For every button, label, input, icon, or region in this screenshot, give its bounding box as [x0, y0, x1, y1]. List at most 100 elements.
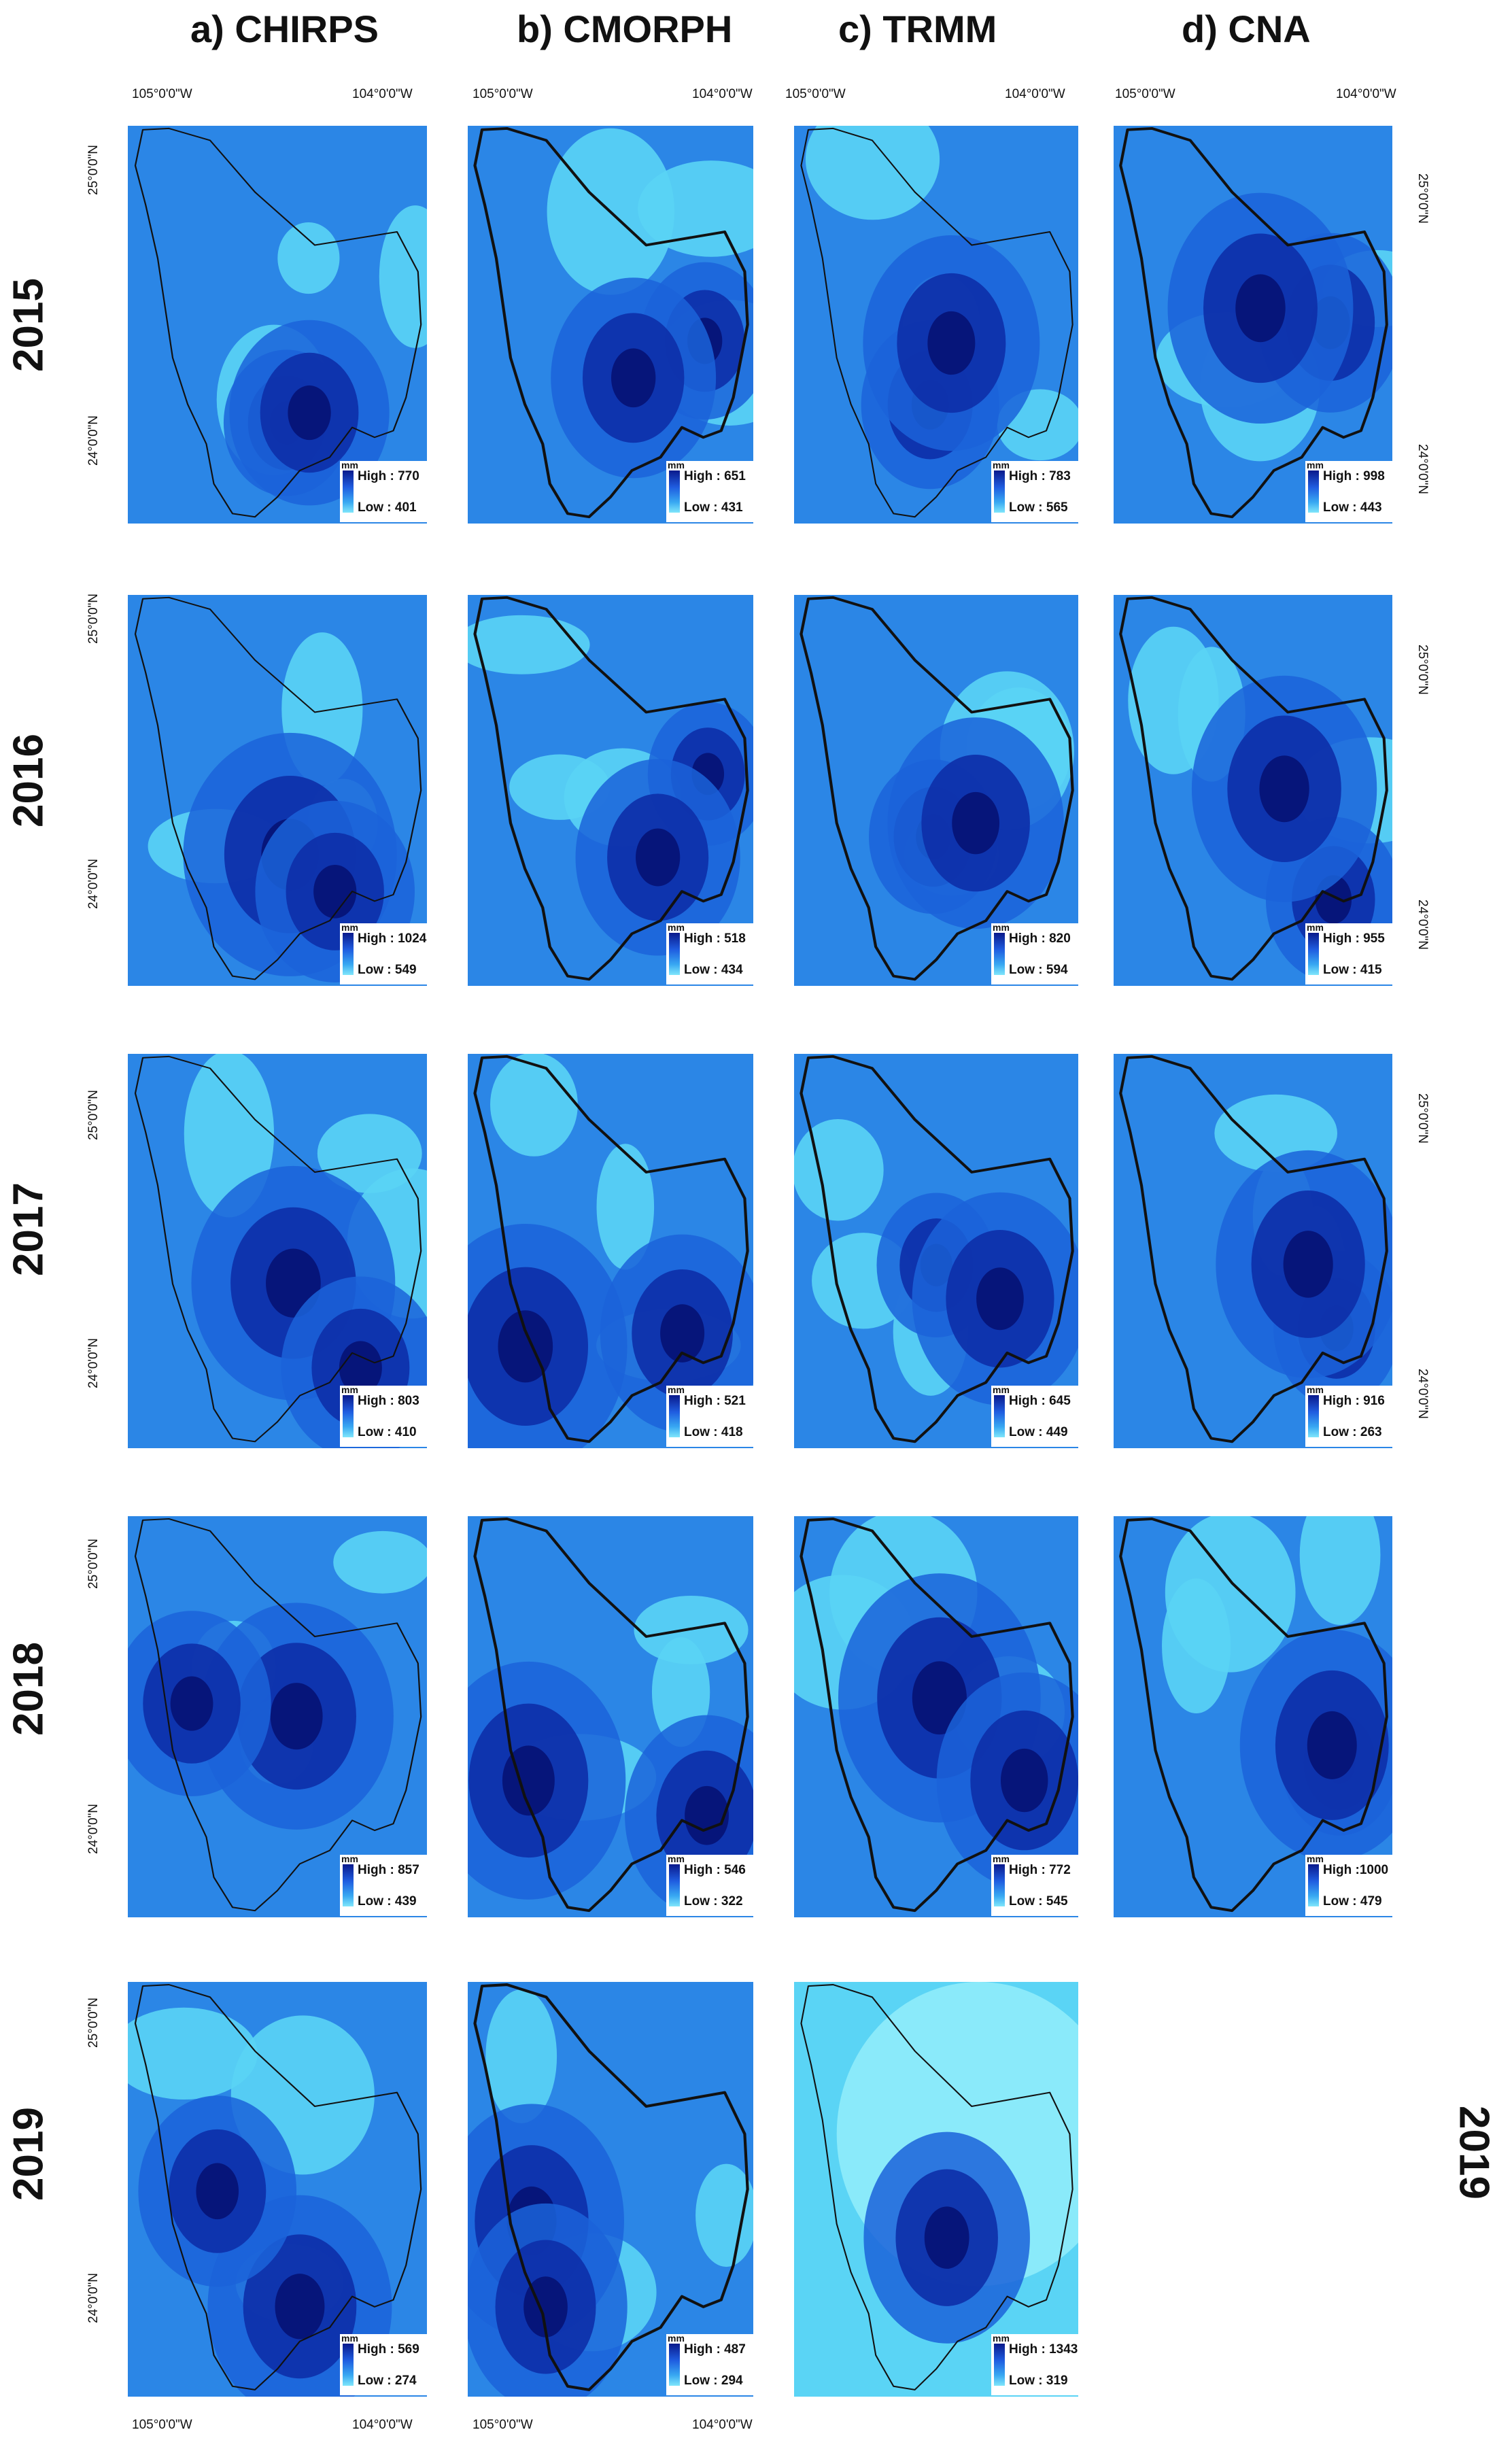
legend-low-value: Low : 449 [1009, 1425, 1068, 1439]
lon-label-top: 104°0'0"W [352, 87, 413, 101]
map-panel-trmm-2019 [794, 1982, 1078, 2397]
legend-unit: mm [668, 1384, 685, 1395]
legend-cmorph-2016: mm High : 518 Low : 434 [666, 922, 768, 984]
legend-color-ramp [669, 470, 680, 513]
lat-label-left: 24°0'0"N [86, 1338, 101, 1388]
legend-unit: mm [993, 1853, 1010, 1864]
map-panel-cmorph-2017 [468, 1054, 753, 1448]
lon-label-bottom: 105°0'0"W [132, 2418, 192, 2432]
year-label-2018: 2018 [5, 1642, 52, 1736]
legend-high-value: High : 546 [684, 1863, 746, 1877]
legend-cna-2016: mm High : 955 Low : 415 [1305, 922, 1407, 984]
map-panel-cna-2015 [1114, 126, 1392, 524]
legend-trmm-2015: mm High : 783 Low : 565 [991, 460, 1093, 522]
legend-high-value: High : 803 [358, 1394, 419, 1408]
legend-color-ramp [669, 2344, 680, 2386]
year-label-2017: 2017 [5, 1182, 52, 1276]
legend-cna-2017: mm High : 916 Low : 263 [1305, 1384, 1407, 1447]
column-title-chirps: a) CHIRPS [190, 7, 379, 50]
legend-cna-2018: mm High :1000 Low : 479 [1305, 1853, 1407, 1916]
legend-high-value: High : 1024 [358, 931, 427, 946]
legend-chirps-2015: mm High : 770 Low : 401 [340, 460, 442, 522]
legend-trmm-2017: mm High : 645 Low : 449 [991, 1384, 1093, 1447]
map-panel-cmorph-2015 [468, 126, 753, 524]
lat-label-left: 25°0'0"N [86, 1090, 101, 1140]
legend-cmorph-2015: mm High : 651 Low : 431 [666, 460, 768, 522]
legend-high-value: High : 521 [684, 1394, 746, 1408]
map-panel-chirps-2017 [128, 1054, 427, 1448]
lon-label-top: 104°0'0"W [1336, 87, 1396, 101]
legend-unit: mm [668, 2333, 685, 2344]
legend-color-ramp [1308, 933, 1319, 975]
legend-color-ramp [994, 933, 1005, 975]
lat-label-left: 24°0'0"N [86, 2273, 101, 2323]
lat-label-right: 24°0'0"N [1415, 900, 1430, 950]
legend-low-value: Low : 443 [1323, 500, 1382, 515]
legend-high-value: High : 783 [1009, 469, 1071, 483]
legend-unit: mm [993, 1384, 1010, 1395]
legend-chirps-2016: mm High : 1024 Low : 549 [340, 922, 442, 984]
legend-high-value: High : 772 [1009, 1863, 1071, 1877]
map-panel-cna-2018 [1114, 1516, 1392, 1917]
legend-color-ramp [994, 2344, 1005, 2386]
legend-unit: mm [341, 1853, 358, 1864]
legend-low-value: Low : 410 [358, 1425, 417, 1439]
year-label-right: 2019 [1450, 2106, 1498, 2199]
legend-chirps-2017: mm High : 803 Low : 410 [340, 1384, 442, 1447]
legend-trmm-2016: mm High : 820 Low : 594 [991, 922, 1093, 984]
legend-unit: mm [341, 1384, 358, 1395]
legend-color-ramp [1308, 1864, 1319, 1906]
legend-color-ramp [669, 1864, 680, 1906]
lat-label-left: 25°0'0"N [86, 1539, 101, 1589]
legend-high-value: High : 998 [1323, 469, 1385, 483]
legend-cmorph-2018: mm High : 546 Low : 322 [666, 1853, 768, 1916]
legend-low-value: Low : 401 [358, 500, 417, 515]
legend-unit: mm [1307, 922, 1324, 933]
legend-unit: mm [1307, 1384, 1324, 1395]
column-title-cna: d) CNA [1182, 7, 1311, 50]
legend-unit: mm [341, 460, 358, 470]
lat-label-right: 24°0'0"N [1415, 1369, 1430, 1419]
year-label-2019: 2019 [5, 2107, 52, 2201]
legend-color-ramp [669, 1395, 680, 1437]
legend-chirps-2019: mm High : 569 Low : 274 [340, 2333, 442, 2395]
legend-unit: mm [1307, 1853, 1324, 1864]
legend-low-value: Low : 418 [684, 1425, 743, 1439]
legend-high-value: High : 651 [684, 469, 746, 483]
legend-color-ramp [994, 1864, 1005, 1906]
lat-label-right: 25°0'0"N [1415, 173, 1430, 224]
legend-low-value: Low : 319 [1009, 2374, 1068, 2388]
legend-high-value: High : 857 [358, 1863, 419, 1877]
lat-label-left: 25°0'0"N [86, 594, 101, 644]
legend-high-value: High : 770 [358, 469, 419, 483]
legend-color-ramp [994, 470, 1005, 513]
legend-low-value: Low : 431 [684, 500, 743, 515]
lat-label-left: 25°0'0"N [86, 1998, 101, 2048]
lat-label-left: 24°0'0"N [86, 415, 101, 466]
year-label-2015: 2015 [5, 278, 52, 372]
map-panel-trmm-2017 [794, 1054, 1078, 1448]
legend-high-value: High : 645 [1009, 1394, 1071, 1408]
legend-color-ramp [1308, 1395, 1319, 1437]
legend-high-value: High : 820 [1009, 931, 1071, 946]
legend-unit: mm [993, 922, 1010, 933]
legend-unit: mm [668, 1853, 685, 1864]
legend-low-value: Low : 294 [684, 2374, 743, 2388]
lat-label-right: 24°0'0"N [1415, 444, 1430, 494]
legend-unit: mm [341, 2333, 358, 2344]
map-panel-trmm-2015 [794, 126, 1078, 524]
map-panel-chirps-2015 [128, 126, 427, 524]
legend-color-ramp [343, 2344, 354, 2386]
legend-high-value: High : 518 [684, 931, 746, 946]
legend-high-value: High :1000 [1323, 1863, 1389, 1877]
lon-label-bottom: 105°0'0"W [472, 2418, 533, 2432]
map-panel-trmm-2018 [794, 1516, 1078, 1917]
legend-high-value: High : 1343 [1009, 2342, 1078, 2357]
map-panel-cmorph-2016 [468, 595, 753, 986]
lon-label-top: 105°0'0"W [785, 87, 846, 101]
legend-cmorph-2017: mm High : 521 Low : 418 [666, 1384, 768, 1447]
legend-trmm-2019: mm High : 1343 Low : 319 [991, 2333, 1093, 2395]
map-panel-cmorph-2019 [468, 1982, 753, 2397]
lat-label-right: 25°0'0"N [1415, 1093, 1430, 1144]
legend-low-value: Low : 322 [684, 1894, 743, 1908]
